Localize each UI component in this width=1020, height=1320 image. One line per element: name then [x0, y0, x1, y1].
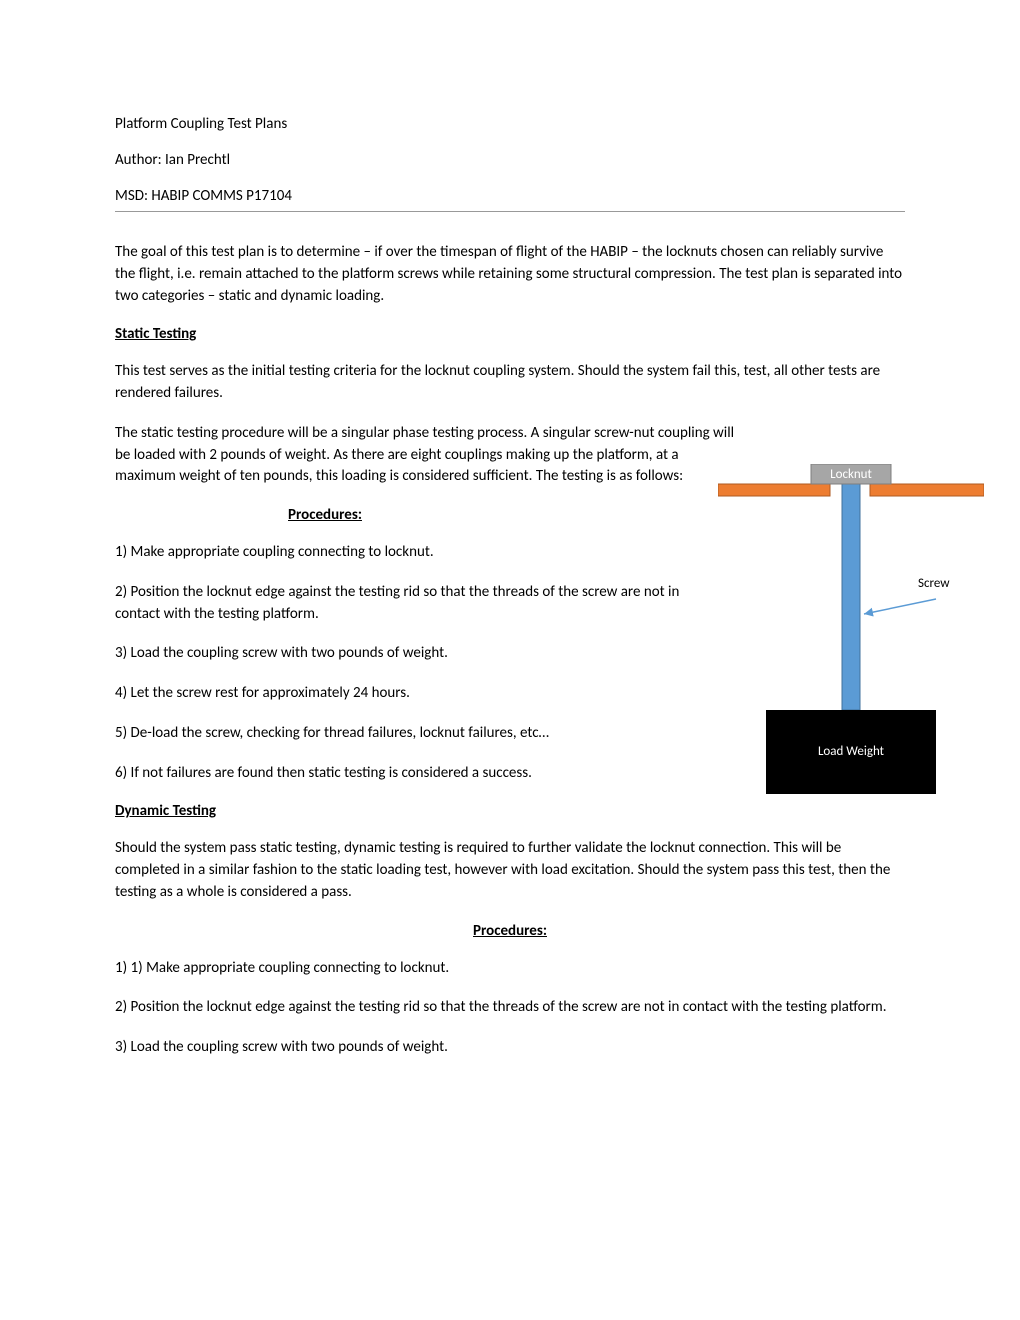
dynamic-step-2: 2) Position the locknut edge against the… [115, 997, 905, 1019]
static-step-2: 2) Position the locknut edge against the… [115, 582, 700, 626]
static-step-3: 3) Load the coupling screw with two poun… [115, 643, 700, 665]
static-step-1: 1) Make appropriate coupling connecting … [115, 542, 700, 564]
msd-line: MSD: HABIP COMMS P17104 [115, 187, 905, 205]
static-p2b: be loaded with 2 pounds of weight. As th… [115, 445, 700, 489]
static-step-6: 6) If not failures are found then static… [115, 763, 700, 785]
document-header: Platform Coupling Test Plans Author: Ian… [115, 115, 905, 205]
svg-text:Locknut: Locknut [830, 467, 872, 482]
doc-title: Platform Coupling Test Plans [115, 115, 905, 133]
static-heading: Static Testing [115, 325, 905, 343]
dynamic-step-1: 1) 1) Make appropriate coupling connecti… [115, 958, 905, 980]
static-p1: This test serves as the initial testing … [115, 361, 905, 405]
static-step-4: 4) Let the screw rest for approximately … [115, 683, 700, 705]
coupling-diagram: Locknut Load Weight Screw [718, 464, 984, 812]
static-procedures-label: Procedures: [115, 506, 535, 524]
document-page: Platform Coupling Test Plans Author: Ian… [0, 0, 1020, 1320]
static-step-5: 5) De-load the screw, checking for threa… [115, 723, 700, 745]
svg-text:Load Weight: Load Weight [818, 744, 885, 759]
dynamic-p1: Should the system pass static testing, d… [115, 838, 905, 903]
header-rule [115, 211, 905, 212]
author-line: Author: Ian Prechtl [115, 151, 905, 169]
intro-paragraph: The goal of this test plan is to determi… [115, 242, 905, 307]
dynamic-step-3: 3) Load the coupling screw with two poun… [115, 1037, 905, 1059]
svg-text:Screw: Screw [918, 576, 950, 591]
dynamic-procedures-label: Procedures: [115, 922, 905, 940]
static-p2a: The static testing procedure will be a s… [115, 423, 905, 445]
